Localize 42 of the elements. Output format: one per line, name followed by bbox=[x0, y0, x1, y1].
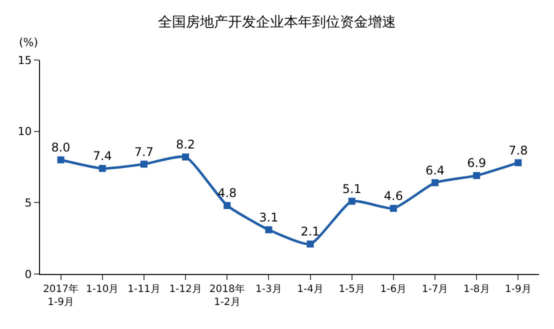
x-tick-label: 1-6月 bbox=[380, 284, 407, 295]
point bbox=[306, 240, 314, 248]
chart-title: 全国房地产开发企业本年到位资金增速 bbox=[158, 14, 396, 30]
x-tick-label: 1-5月 bbox=[338, 284, 366, 295]
data-label: 6.9 bbox=[467, 156, 486, 170]
point bbox=[140, 160, 148, 168]
y-tick-label: 10 bbox=[18, 125, 32, 138]
point bbox=[514, 159, 522, 166]
data-label: 4.8 bbox=[218, 186, 237, 200]
point bbox=[473, 172, 480, 180]
data-label: 8.0 bbox=[51, 140, 70, 154]
data-label: 4.6 bbox=[384, 188, 404, 203]
point bbox=[432, 179, 439, 186]
data-label: 7.4 bbox=[92, 149, 112, 164]
point bbox=[98, 164, 106, 172]
point bbox=[348, 198, 356, 205]
x-tick-label: 2017年 1-9月 bbox=[43, 283, 79, 308]
x-tick-label: 1-12月 bbox=[169, 284, 202, 295]
x-tick-label: 1-3月 bbox=[256, 284, 282, 295]
x-tick-label: 1-8月 bbox=[463, 284, 490, 295]
x-tick-label: 2018年 1-2月 bbox=[209, 283, 245, 308]
data-label: 8.2 bbox=[176, 138, 196, 152]
x-tick-label: 1-7月 bbox=[422, 284, 448, 295]
y-tick-label: 5 bbox=[24, 196, 32, 210]
y-tick-label: 0 bbox=[24, 268, 32, 281]
data-label: 5.1 bbox=[342, 182, 362, 196]
point bbox=[265, 226, 272, 234]
data-label: 7.7 bbox=[134, 144, 154, 159]
point bbox=[57, 156, 64, 164]
point bbox=[390, 204, 397, 212]
data-label: 3.1 bbox=[259, 210, 278, 224]
y-axis-title: (%) bbox=[19, 36, 38, 49]
point bbox=[224, 202, 231, 210]
point bbox=[182, 154, 190, 161]
x-tick-label: 1-11月 bbox=[128, 284, 160, 295]
x-tick-label: 1-9月 bbox=[505, 284, 532, 295]
x-tick-label: 1-4月 bbox=[297, 284, 324, 295]
data-label: 2.1 bbox=[300, 224, 320, 239]
data-label: 6.4 bbox=[425, 163, 445, 178]
y-tick-label: 15 bbox=[18, 54, 32, 67]
data-label: 7.8 bbox=[508, 143, 528, 158]
x-tick-label: 1-10月 bbox=[86, 284, 119, 295]
